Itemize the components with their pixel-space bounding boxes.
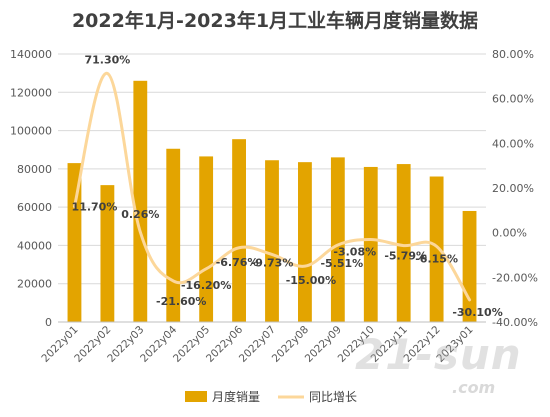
bar bbox=[232, 139, 246, 322]
y-right-tick-label: -20.00% bbox=[492, 271, 538, 284]
legend-swatch-bar bbox=[185, 391, 207, 402]
bar bbox=[133, 80, 148, 322]
bar bbox=[396, 164, 411, 322]
data-label: -3.08% bbox=[333, 246, 376, 259]
y-left-tick-label: 0 bbox=[45, 316, 52, 329]
bar bbox=[330, 157, 345, 322]
data-label: -6.76% bbox=[216, 256, 259, 269]
y-left-tick-label: 60000 bbox=[17, 201, 52, 214]
bar bbox=[298, 162, 312, 322]
y-left-tick-label: 140000 bbox=[10, 48, 52, 61]
y-left-tick-label: 100000 bbox=[10, 125, 52, 138]
data-label: -15.00% bbox=[286, 274, 336, 287]
watermark-logo: 21-sun bbox=[355, 330, 522, 379]
data-label: -9.73% bbox=[251, 256, 294, 269]
y-right-tick-label: 20.00% bbox=[492, 182, 534, 195]
y-left-tick-label: 120000 bbox=[10, 86, 52, 99]
y-left-tick-label: 40000 bbox=[17, 239, 52, 252]
y-left-tick-label: 20000 bbox=[17, 278, 52, 291]
y-right-tick-label: 80.00% bbox=[492, 48, 534, 61]
data-label: 0.26% bbox=[121, 208, 159, 221]
bar bbox=[199, 156, 214, 322]
data-label: -5.51% bbox=[320, 257, 363, 270]
data-label: -6.15% bbox=[415, 252, 458, 265]
bar bbox=[265, 160, 279, 322]
data-label: -16.20% bbox=[181, 279, 231, 292]
y-right-tick-label: 60.00% bbox=[492, 93, 534, 106]
chart-title: 2022年1月-2023年1月工业车辆月度销量数据 bbox=[71, 10, 479, 32]
bar bbox=[429, 176, 444, 322]
bar bbox=[363, 166, 378, 322]
legend-label-bar: 月度销量 bbox=[212, 389, 260, 404]
y-right-tick-label: -40.00% bbox=[492, 316, 538, 329]
data-label: -21.60% bbox=[156, 295, 206, 308]
data-label: 71.30% bbox=[84, 53, 130, 66]
legend-label-line: 同比增长 bbox=[309, 390, 357, 404]
line-series bbox=[72, 71, 472, 302]
y-right-tick-label: 40.00% bbox=[492, 137, 534, 150]
data-label: -5.79% bbox=[384, 250, 427, 263]
data-label: 11.70% bbox=[72, 201, 118, 214]
watermark-domain: .com bbox=[452, 378, 496, 397]
bar bbox=[100, 185, 115, 322]
bar bbox=[67, 163, 82, 322]
y-right-tick-label: 0.00% bbox=[492, 227, 527, 240]
y-left-tick-label: 80000 bbox=[17, 163, 52, 176]
data-label: -30.10% bbox=[452, 306, 502, 319]
